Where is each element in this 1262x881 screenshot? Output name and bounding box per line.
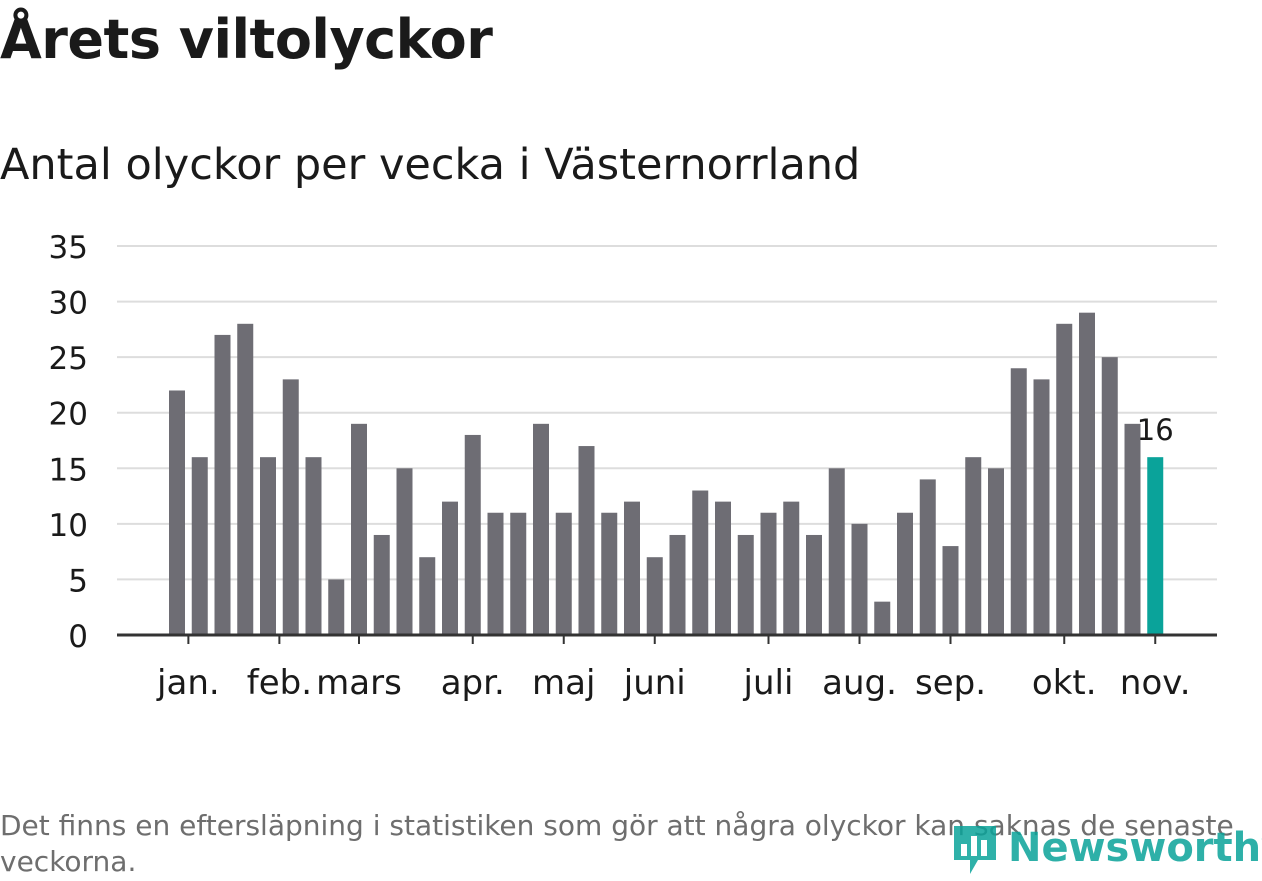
x-tick-label: sep. xyxy=(915,663,986,703)
footnote: Det finns en eftersläpning i statistiken… xyxy=(0,809,1234,879)
bar xyxy=(988,468,1004,635)
bar xyxy=(783,501,800,635)
x-tick-label: nov. xyxy=(1120,663,1191,703)
bar-highlight xyxy=(1147,457,1164,635)
bar xyxy=(646,557,663,635)
bar xyxy=(464,434,481,635)
y-tick-label: 30 xyxy=(49,286,88,322)
y-tick-label: 15 xyxy=(49,452,88,488)
bar xyxy=(578,446,595,635)
bar-chart: 0 5 10 15 20 25 30 35 16 jan. feb. mars apr. maj juni j… xyxy=(49,230,1217,703)
bar xyxy=(851,523,868,635)
x-tick-label: okt. xyxy=(1032,663,1097,703)
bar xyxy=(942,546,959,635)
x-tick-label: mars xyxy=(316,663,402,703)
x-tick-label: maj xyxy=(532,663,595,703)
bar xyxy=(191,457,208,635)
bar xyxy=(260,457,276,635)
newsworthy-logo-icon xyxy=(954,826,996,874)
bar xyxy=(624,501,640,635)
newsworthy-logo-text: Newsworthy xyxy=(1008,825,1262,871)
data-label: 16 xyxy=(1137,413,1174,447)
x-tick-label: juni xyxy=(623,663,686,703)
x-tick-label: apr. xyxy=(441,663,505,703)
bar xyxy=(692,490,709,635)
y-tick-label: 0 xyxy=(68,619,88,655)
bar xyxy=(328,579,345,635)
bar xyxy=(601,512,618,635)
y-tick-label: 25 xyxy=(49,341,88,377)
y-tick-label: 20 xyxy=(49,397,88,433)
bar xyxy=(533,423,549,635)
bar xyxy=(1033,379,1050,635)
bar xyxy=(737,534,754,635)
y-tick-label: 35 xyxy=(49,230,88,266)
bar xyxy=(169,390,185,635)
bar xyxy=(806,534,822,635)
bar xyxy=(1101,357,1118,635)
bar xyxy=(1124,423,1141,635)
bar xyxy=(965,457,982,635)
bar xyxy=(874,601,891,635)
bar xyxy=(897,512,913,635)
chart-subtitle: Antal olyckor per vecka i Västernorrland xyxy=(0,140,861,190)
bar xyxy=(555,512,572,635)
bar xyxy=(669,534,686,635)
bar xyxy=(510,512,527,635)
bar xyxy=(373,534,390,635)
bar xyxy=(828,468,845,635)
x-tick-label: aug. xyxy=(822,663,897,703)
bar xyxy=(282,379,299,635)
bar xyxy=(1079,312,1095,635)
bar xyxy=(237,323,254,635)
bar xyxy=(715,501,731,635)
bar xyxy=(1056,323,1073,635)
y-tick-label: 10 xyxy=(49,508,88,544)
bar xyxy=(351,423,367,635)
x-tick-label: feb. xyxy=(247,663,312,703)
bar xyxy=(1010,368,1027,635)
bar xyxy=(419,557,436,635)
newsworthy-logo: Newsworthy xyxy=(950,820,1262,876)
bar xyxy=(919,479,936,635)
x-tick-label: juli xyxy=(743,663,794,703)
bar xyxy=(760,512,777,635)
chart-title: Årets viltolyckor xyxy=(0,8,493,71)
x-tick-label: jan. xyxy=(156,663,220,703)
bar xyxy=(214,334,231,635)
bar xyxy=(305,457,322,635)
y-tick-label: 5 xyxy=(68,563,88,599)
bar xyxy=(487,512,504,635)
bar xyxy=(442,501,458,635)
bar xyxy=(396,468,413,635)
